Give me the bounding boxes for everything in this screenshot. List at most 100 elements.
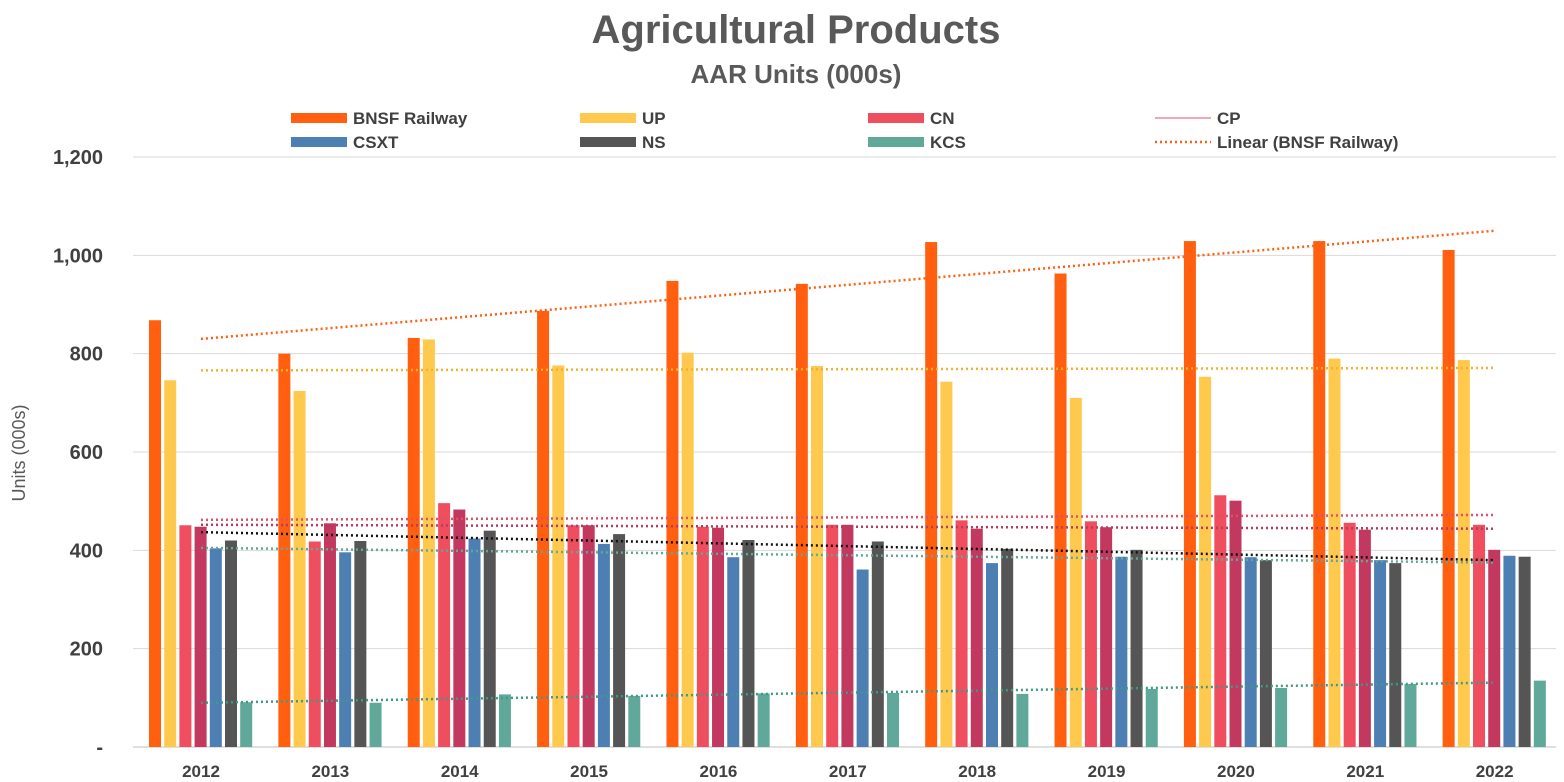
bar-csxt-2014 [468, 538, 481, 747]
bar-ns-2012 [225, 540, 237, 747]
bar-ns-2014 [483, 530, 496, 747]
trendline-ns [200, 530, 1495, 562]
trendline-up [200, 366, 1495, 372]
bar-cn-2014 [438, 503, 451, 747]
bar-cp-2016 [712, 527, 725, 747]
bar-up-2012 [164, 380, 177, 747]
trendline-kcs [200, 681, 1495, 704]
bar-ns-2015 [613, 534, 626, 747]
y-axis-label: Units (000s) [9, 404, 29, 501]
bar-cp-2021 [1358, 529, 1371, 747]
x-tick-label: 2018 [958, 762, 996, 781]
bar-bnsf-railway-2021 [1313, 241, 1326, 747]
bar-csxt-2021 [1374, 560, 1387, 747]
bar-ns-2021 [1389, 563, 1402, 747]
y-tick-label: 400 [70, 540, 103, 562]
legend-cn-swatch [868, 113, 924, 123]
bar-up-2017 [811, 365, 824, 747]
legend-up-swatch [580, 113, 636, 123]
bar-kcs-2012 [240, 702, 253, 747]
legend-csxt-label: CSXT [353, 133, 399, 152]
bar-cn-2012 [179, 525, 192, 747]
bar-bnsf-railway-2022 [1442, 249, 1455, 748]
bar-bnsf-railway-2017 [795, 283, 808, 747]
legend-kcs-swatch [868, 137, 924, 147]
trendline-cp [200, 523, 1495, 530]
bar-up-2021 [1328, 358, 1341, 747]
bar-csxt-2012 [209, 548, 222, 747]
bar-ns-2017 [871, 541, 884, 747]
legend-csxt-swatch [291, 137, 347, 147]
bar-up-2014 [422, 339, 435, 747]
bar-ns-2022 [1518, 556, 1531, 747]
bar-cp-2014 [453, 509, 466, 747]
trendline-cn [200, 513, 1495, 522]
y-tick-label: 200 [70, 639, 103, 661]
legend-bnsf-railway-label: BNSF Railway [353, 109, 468, 128]
x-tick-label: 2022 [1476, 762, 1514, 781]
bar-kcs-2016 [757, 693, 770, 747]
bar-kcs-2015 [628, 695, 641, 747]
y-tick-label: 800 [70, 344, 103, 366]
bar-ns-2018 [1001, 548, 1014, 747]
bar-cn-2015 [567, 525, 580, 747]
y-tick-label: 1,000 [53, 245, 103, 267]
x-tick-label: 2014 [441, 762, 479, 781]
x-tick-label: 2017 [829, 762, 867, 781]
bar-kcs-2022 [1533, 680, 1546, 747]
bar-cn-2017 [826, 524, 839, 747]
bar-cp-2018 [970, 528, 983, 747]
bar-bnsf-railway-2020 [1183, 241, 1196, 747]
bar-up-2019 [1069, 397, 1082, 747]
bar-cn-2022 [1473, 524, 1486, 747]
trendline-bnsf-railway [200, 229, 1495, 341]
bar-cn-2019 [1084, 521, 1097, 747]
bar-up-2020 [1199, 376, 1212, 747]
bar-cn-2016 [696, 526, 709, 747]
bar-csxt-2022 [1503, 555, 1516, 747]
x-tick-label: 2021 [1346, 762, 1384, 781]
legend-linear-bnsf-railway-label: Linear (BNSF Railway) [1217, 133, 1398, 152]
bar-cn-2020 [1214, 495, 1227, 747]
legend-ns-label: NS [642, 133, 666, 152]
x-tick-label: 2013 [311, 762, 349, 781]
legend-ns-swatch [580, 137, 636, 147]
bar-cp-2019 [1100, 527, 1113, 747]
x-tick-label: 2020 [1217, 762, 1255, 781]
bar-csxt-2017 [856, 569, 869, 747]
bar-csxt-2013 [339, 552, 352, 747]
legend: BNSF Railway UP CN CP CSXT NS KCS Linear (BNSF … [291, 109, 1398, 152]
bar-bnsf-railway-2012 [149, 320, 161, 747]
bar-kcs-2021 [1404, 684, 1417, 747]
bar-ns-2016 [742, 540, 755, 747]
bar-cp-2015 [582, 525, 595, 747]
bar-bnsf-railway-2014 [407, 337, 420, 747]
trendlines [200, 229, 1495, 704]
chart-title: Agricultural Products [592, 8, 1001, 52]
bar-csxt-2016 [727, 557, 740, 747]
bars [149, 241, 1546, 748]
bar-csxt-2020 [1244, 557, 1257, 747]
bar-up-2022 [1457, 360, 1470, 747]
bar-kcs-2014 [498, 694, 511, 747]
bar-kcs-2019 [1145, 688, 1158, 747]
bar-cn-2021 [1343, 522, 1356, 747]
x-tick-label: 2016 [700, 762, 738, 781]
bar-ns-2013 [354, 540, 367, 747]
x-tick-label: 2012 [182, 762, 220, 781]
bar-ns-2020 [1259, 560, 1272, 747]
y-tick-label: - [96, 737, 103, 759]
y-tick-label: 1,200 [53, 147, 103, 169]
legend-cn-label: CN [930, 109, 955, 128]
x-tick-label: 2019 [1088, 762, 1126, 781]
bar-bnsf-railway-2013 [278, 353, 291, 747]
bar-kcs-2017 [887, 692, 900, 747]
x-tick-labels: 2012 2013 2014 2015 2016 2017 2018 2019 2020 2021… [182, 762, 1513, 781]
bar-kcs-2020 [1275, 688, 1288, 747]
bar-bnsf-railway-2016 [666, 280, 679, 747]
bar-cp-2022 [1488, 549, 1501, 747]
bar-csxt-2018 [985, 563, 998, 747]
chart-subtitle: AAR Units (000s) [691, 59, 902, 89]
bar-bnsf-railway-2019 [1054, 273, 1067, 747]
